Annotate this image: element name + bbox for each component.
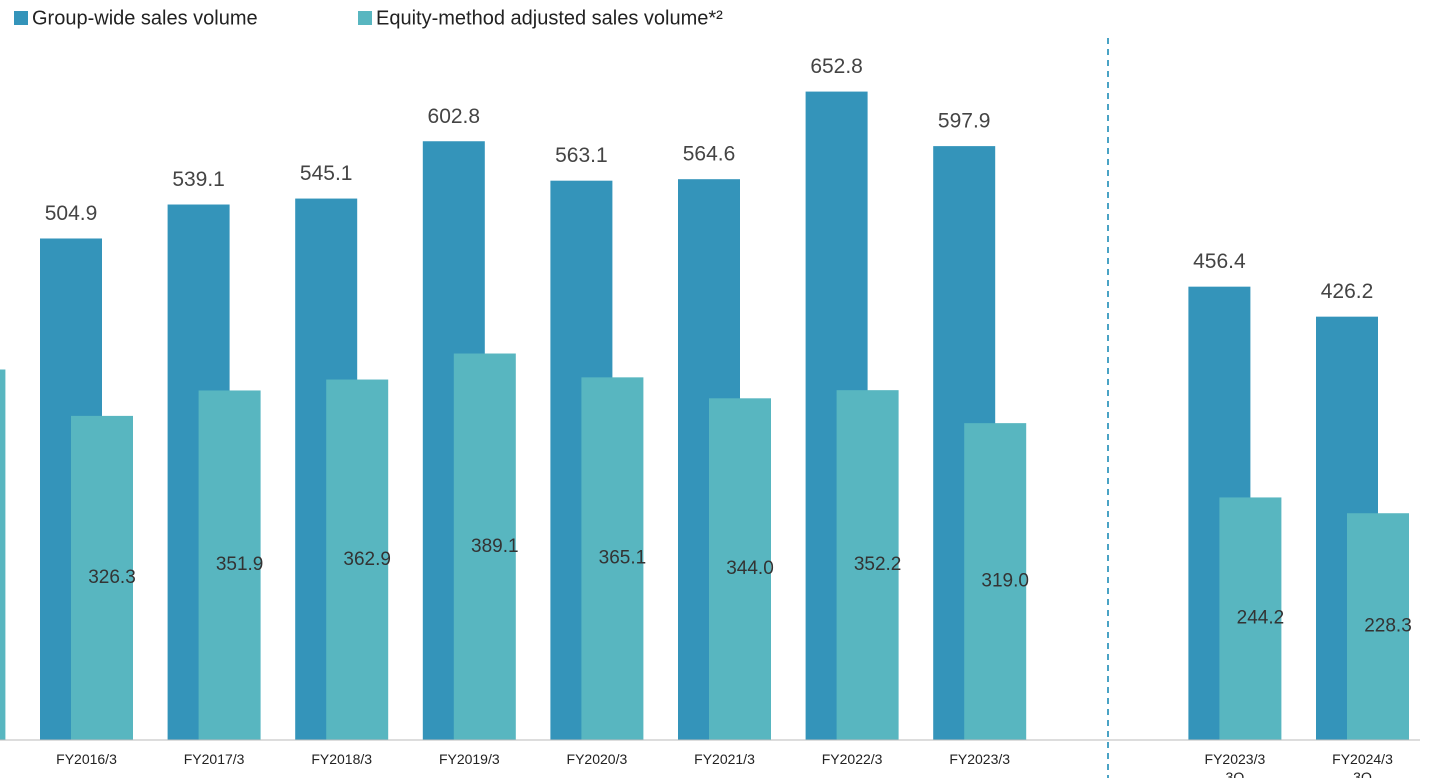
bar — [836, 390, 899, 740]
x-tick-label: FY2019/3 — [438, 751, 500, 767]
bar — [709, 398, 771, 740]
value-label: 563.1 — [555, 144, 608, 167]
bar — [1219, 497, 1282, 740]
value-label: 456.4 — [1193, 250, 1246, 273]
bar — [71, 415, 133, 740]
value-label: 652.8 — [810, 55, 863, 78]
value-label: 352.2 — [854, 554, 902, 575]
x-tick-label: FY2021/3 — [694, 751, 755, 767]
value-label: 244.2 — [1237, 608, 1285, 629]
x-tick-label: FY2017/3 — [183, 751, 245, 767]
legend-swatch — [358, 11, 372, 25]
bar — [581, 377, 644, 740]
value-label: 319.0 — [981, 571, 1029, 592]
bar — [0, 369, 6, 740]
value-label: 389.1 — [471, 536, 519, 557]
x-tick-label: FY2023/3 3Q — [1204, 751, 1266, 778]
value-label: 344.0 — [726, 558, 774, 579]
value-label: 228.3 — [1364, 616, 1412, 637]
value-label: 326.3 — [88, 567, 136, 588]
x-tick-label: FY2023/3 — [949, 751, 1011, 767]
value-label: 351.9 — [216, 554, 264, 575]
x-tick-label: FY2016/3 — [56, 751, 117, 767]
value-label: 597.9 — [938, 110, 991, 133]
value-label: 362.9 — [343, 549, 391, 570]
x-tick-label: FY2018/3 — [311, 751, 373, 767]
value-label: 545.1 — [300, 162, 353, 185]
value-label: 564.6 — [683, 143, 736, 166]
x-tick-label: FY2024/3 3Q — [1332, 751, 1393, 778]
bar — [964, 423, 1027, 740]
legend-swatch — [14, 11, 28, 25]
legend-label: Equity-method adjusted sales volume*² — [376, 7, 723, 29]
x-tick-label: FY2022/3 — [821, 751, 883, 767]
value-label: 602.8 — [428, 105, 481, 128]
x-tick-label: FY2020/3 — [566, 751, 628, 767]
bar — [453, 353, 516, 740]
value-label: 365.1 — [599, 548, 647, 569]
value-label: 539.1 — [172, 168, 225, 191]
bar — [326, 379, 389, 740]
value-label: 426.2 — [1321, 280, 1374, 303]
value-label: 504.9 — [45, 202, 98, 225]
bar — [198, 390, 261, 740]
legend-label: Group-wide sales volume — [32, 7, 258, 29]
bar — [1347, 513, 1409, 740]
